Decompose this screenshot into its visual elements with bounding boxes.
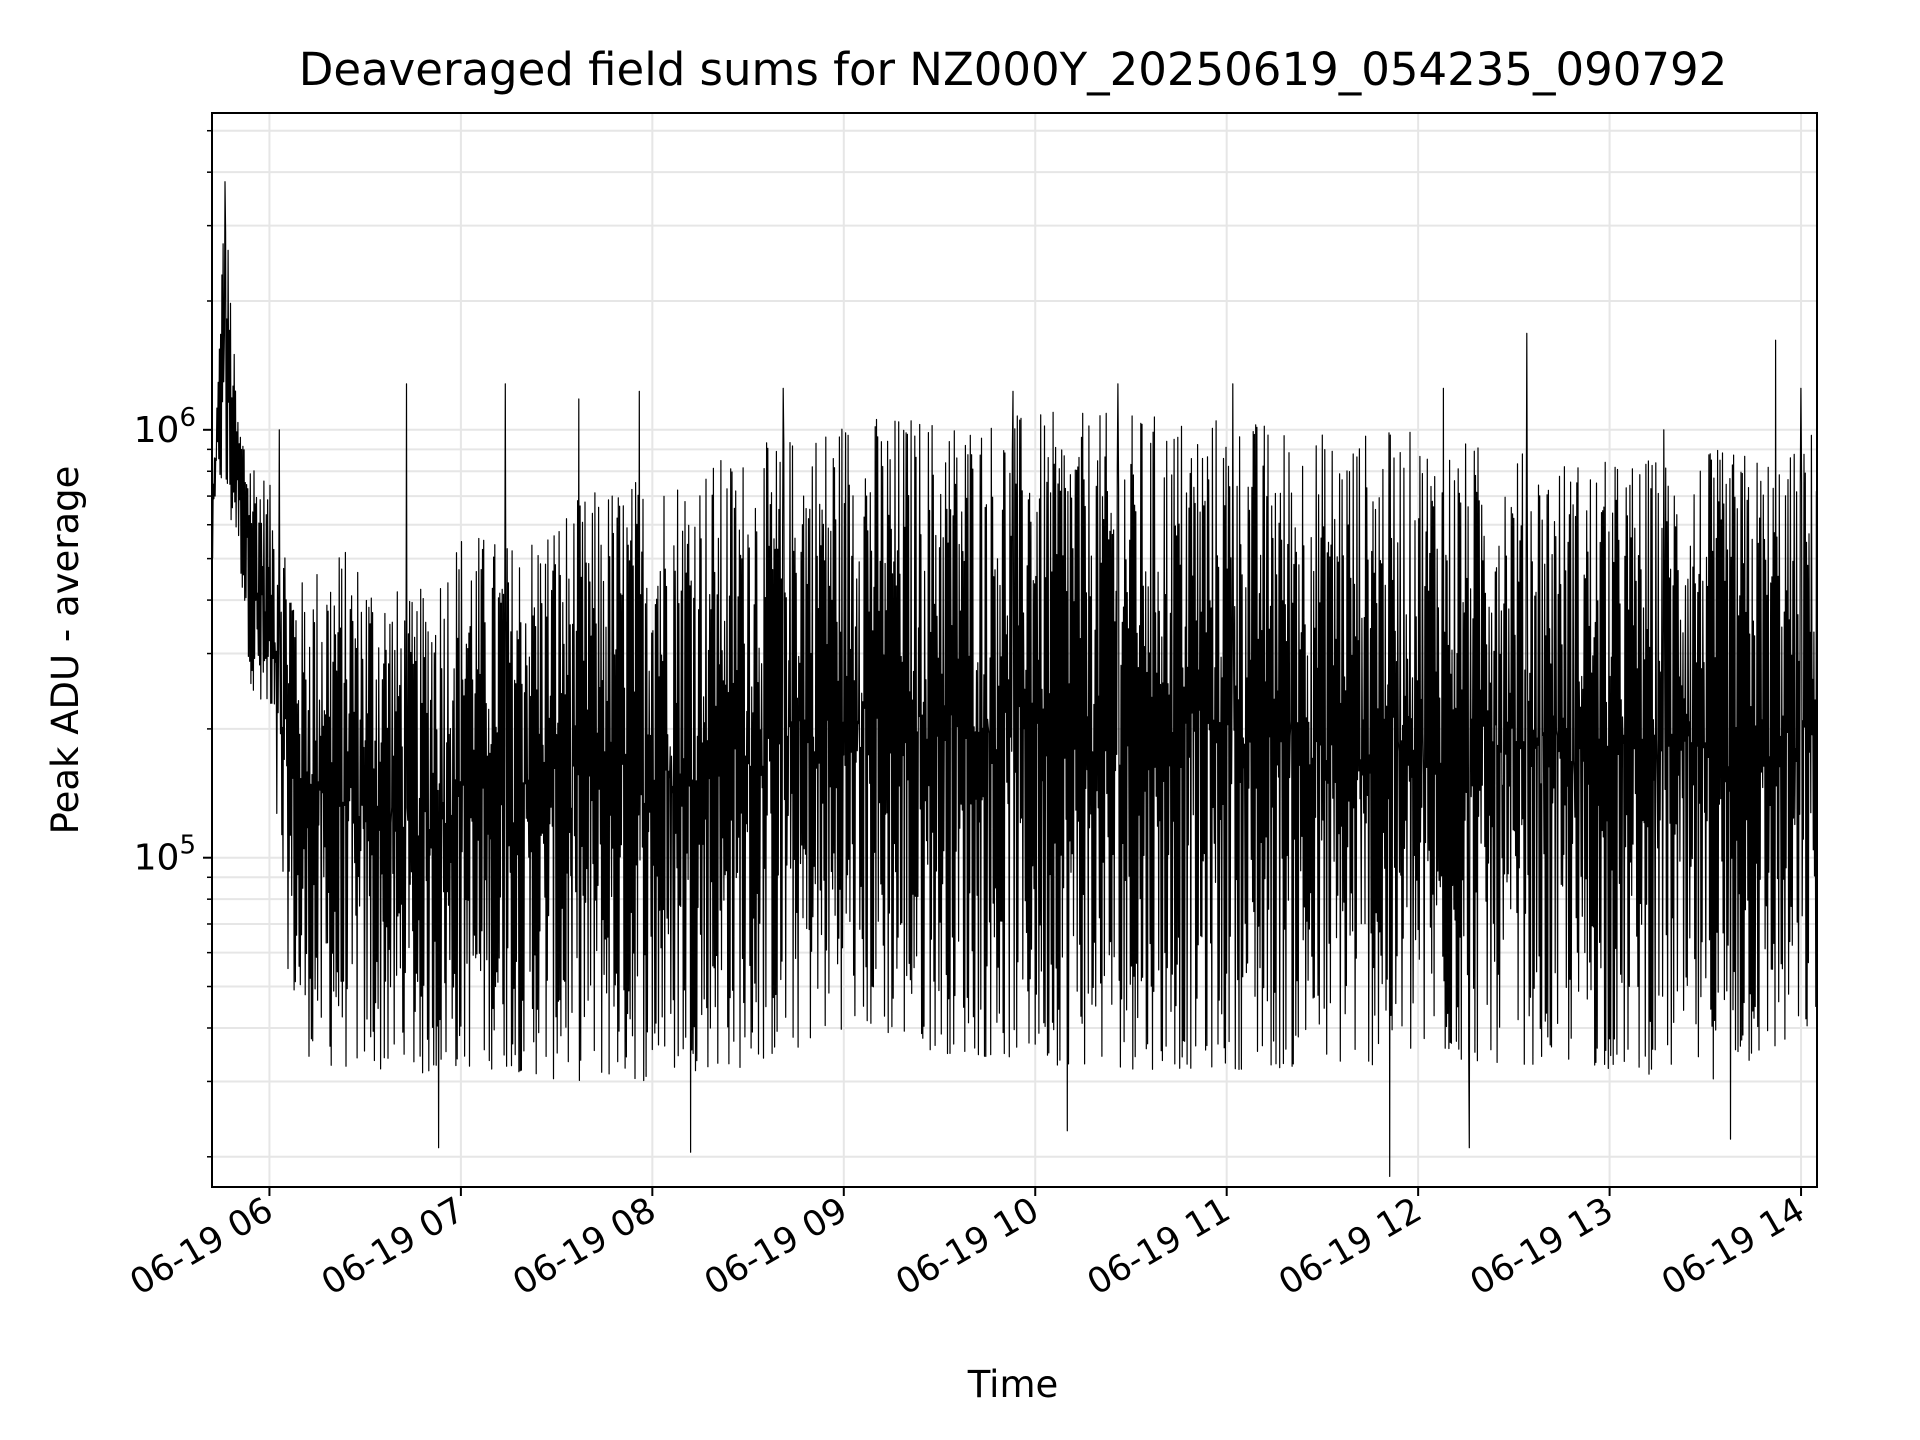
chart-title: Deaveraged field sums for NZ000Y_2025061… xyxy=(299,43,1728,96)
x-axis-label: Time xyxy=(967,1363,1059,1406)
plot-area xyxy=(211,181,1818,1177)
axes-frame xyxy=(211,112,1818,1188)
series-line xyxy=(211,181,1818,1177)
y-tick-label: 106 xyxy=(134,403,196,451)
y-axis-label: Peak ADU - average xyxy=(44,466,87,835)
